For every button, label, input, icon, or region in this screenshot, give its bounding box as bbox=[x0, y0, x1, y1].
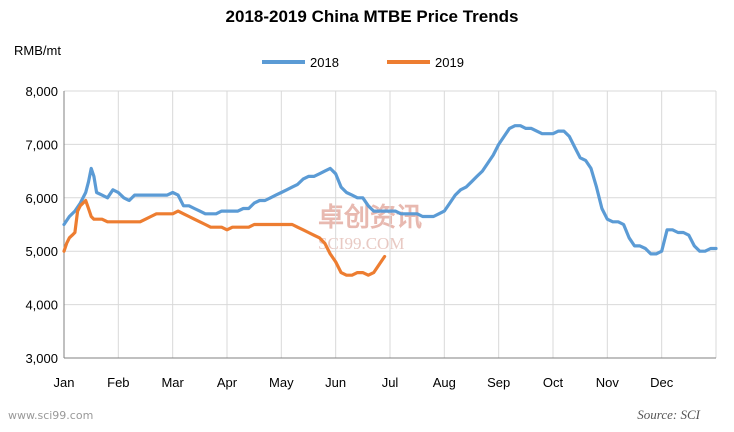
chart-title: 2018-2019 China MTBE Price Trends bbox=[226, 7, 519, 26]
source-note: Source: SCI bbox=[637, 407, 700, 422]
x-tick-label: Oct bbox=[543, 375, 564, 390]
x-tick-label: Feb bbox=[107, 375, 129, 390]
x-tick-label: Aug bbox=[433, 375, 456, 390]
y-tick-label: 7,000 bbox=[25, 137, 58, 152]
x-tick-label: Nov bbox=[596, 375, 620, 390]
legend-label-2019: 2019 bbox=[435, 55, 464, 70]
y-tick-label: 5,000 bbox=[25, 244, 58, 259]
series-line-2018 bbox=[62, 124, 718, 256]
y-tick-label: 3,000 bbox=[25, 351, 58, 366]
x-tick-label: Dec bbox=[650, 375, 674, 390]
y-tick-label: 8,000 bbox=[25, 84, 58, 99]
series-lines bbox=[62, 124, 718, 277]
corner-watermark: www.sci99.com bbox=[8, 409, 93, 422]
x-tick-label: Apr bbox=[217, 375, 238, 390]
y-tick-label: 6,000 bbox=[25, 191, 58, 206]
x-ticks: Jan Feb Mar Apr May Jun Jul Aug Sep Oct Nov Dec bbox=[54, 375, 674, 390]
x-tick-label: Mar bbox=[161, 375, 184, 390]
y-ticks: 3,000 4,000 5,000 6,000 7,000 8,000 bbox=[25, 84, 58, 366]
legend: 2018 2019 bbox=[262, 55, 464, 70]
y-axis-label: RMB/mt bbox=[14, 43, 61, 58]
x-tick-label: Sep bbox=[487, 375, 510, 390]
watermark: 卓创资讯 SCI99.COM bbox=[318, 203, 422, 253]
x-tick-label: Jun bbox=[325, 375, 346, 390]
legend-label-2018: 2018 bbox=[310, 55, 339, 70]
y-tick-label: 4,000 bbox=[25, 298, 58, 313]
series-line-2019 bbox=[62, 198, 387, 277]
grid bbox=[63, 90, 717, 359]
watermark-en: SCI99.COM bbox=[318, 234, 404, 253]
x-tick-label: May bbox=[269, 375, 294, 390]
x-tick-label: Jan bbox=[54, 375, 75, 390]
x-tick-label: Jul bbox=[382, 375, 399, 390]
